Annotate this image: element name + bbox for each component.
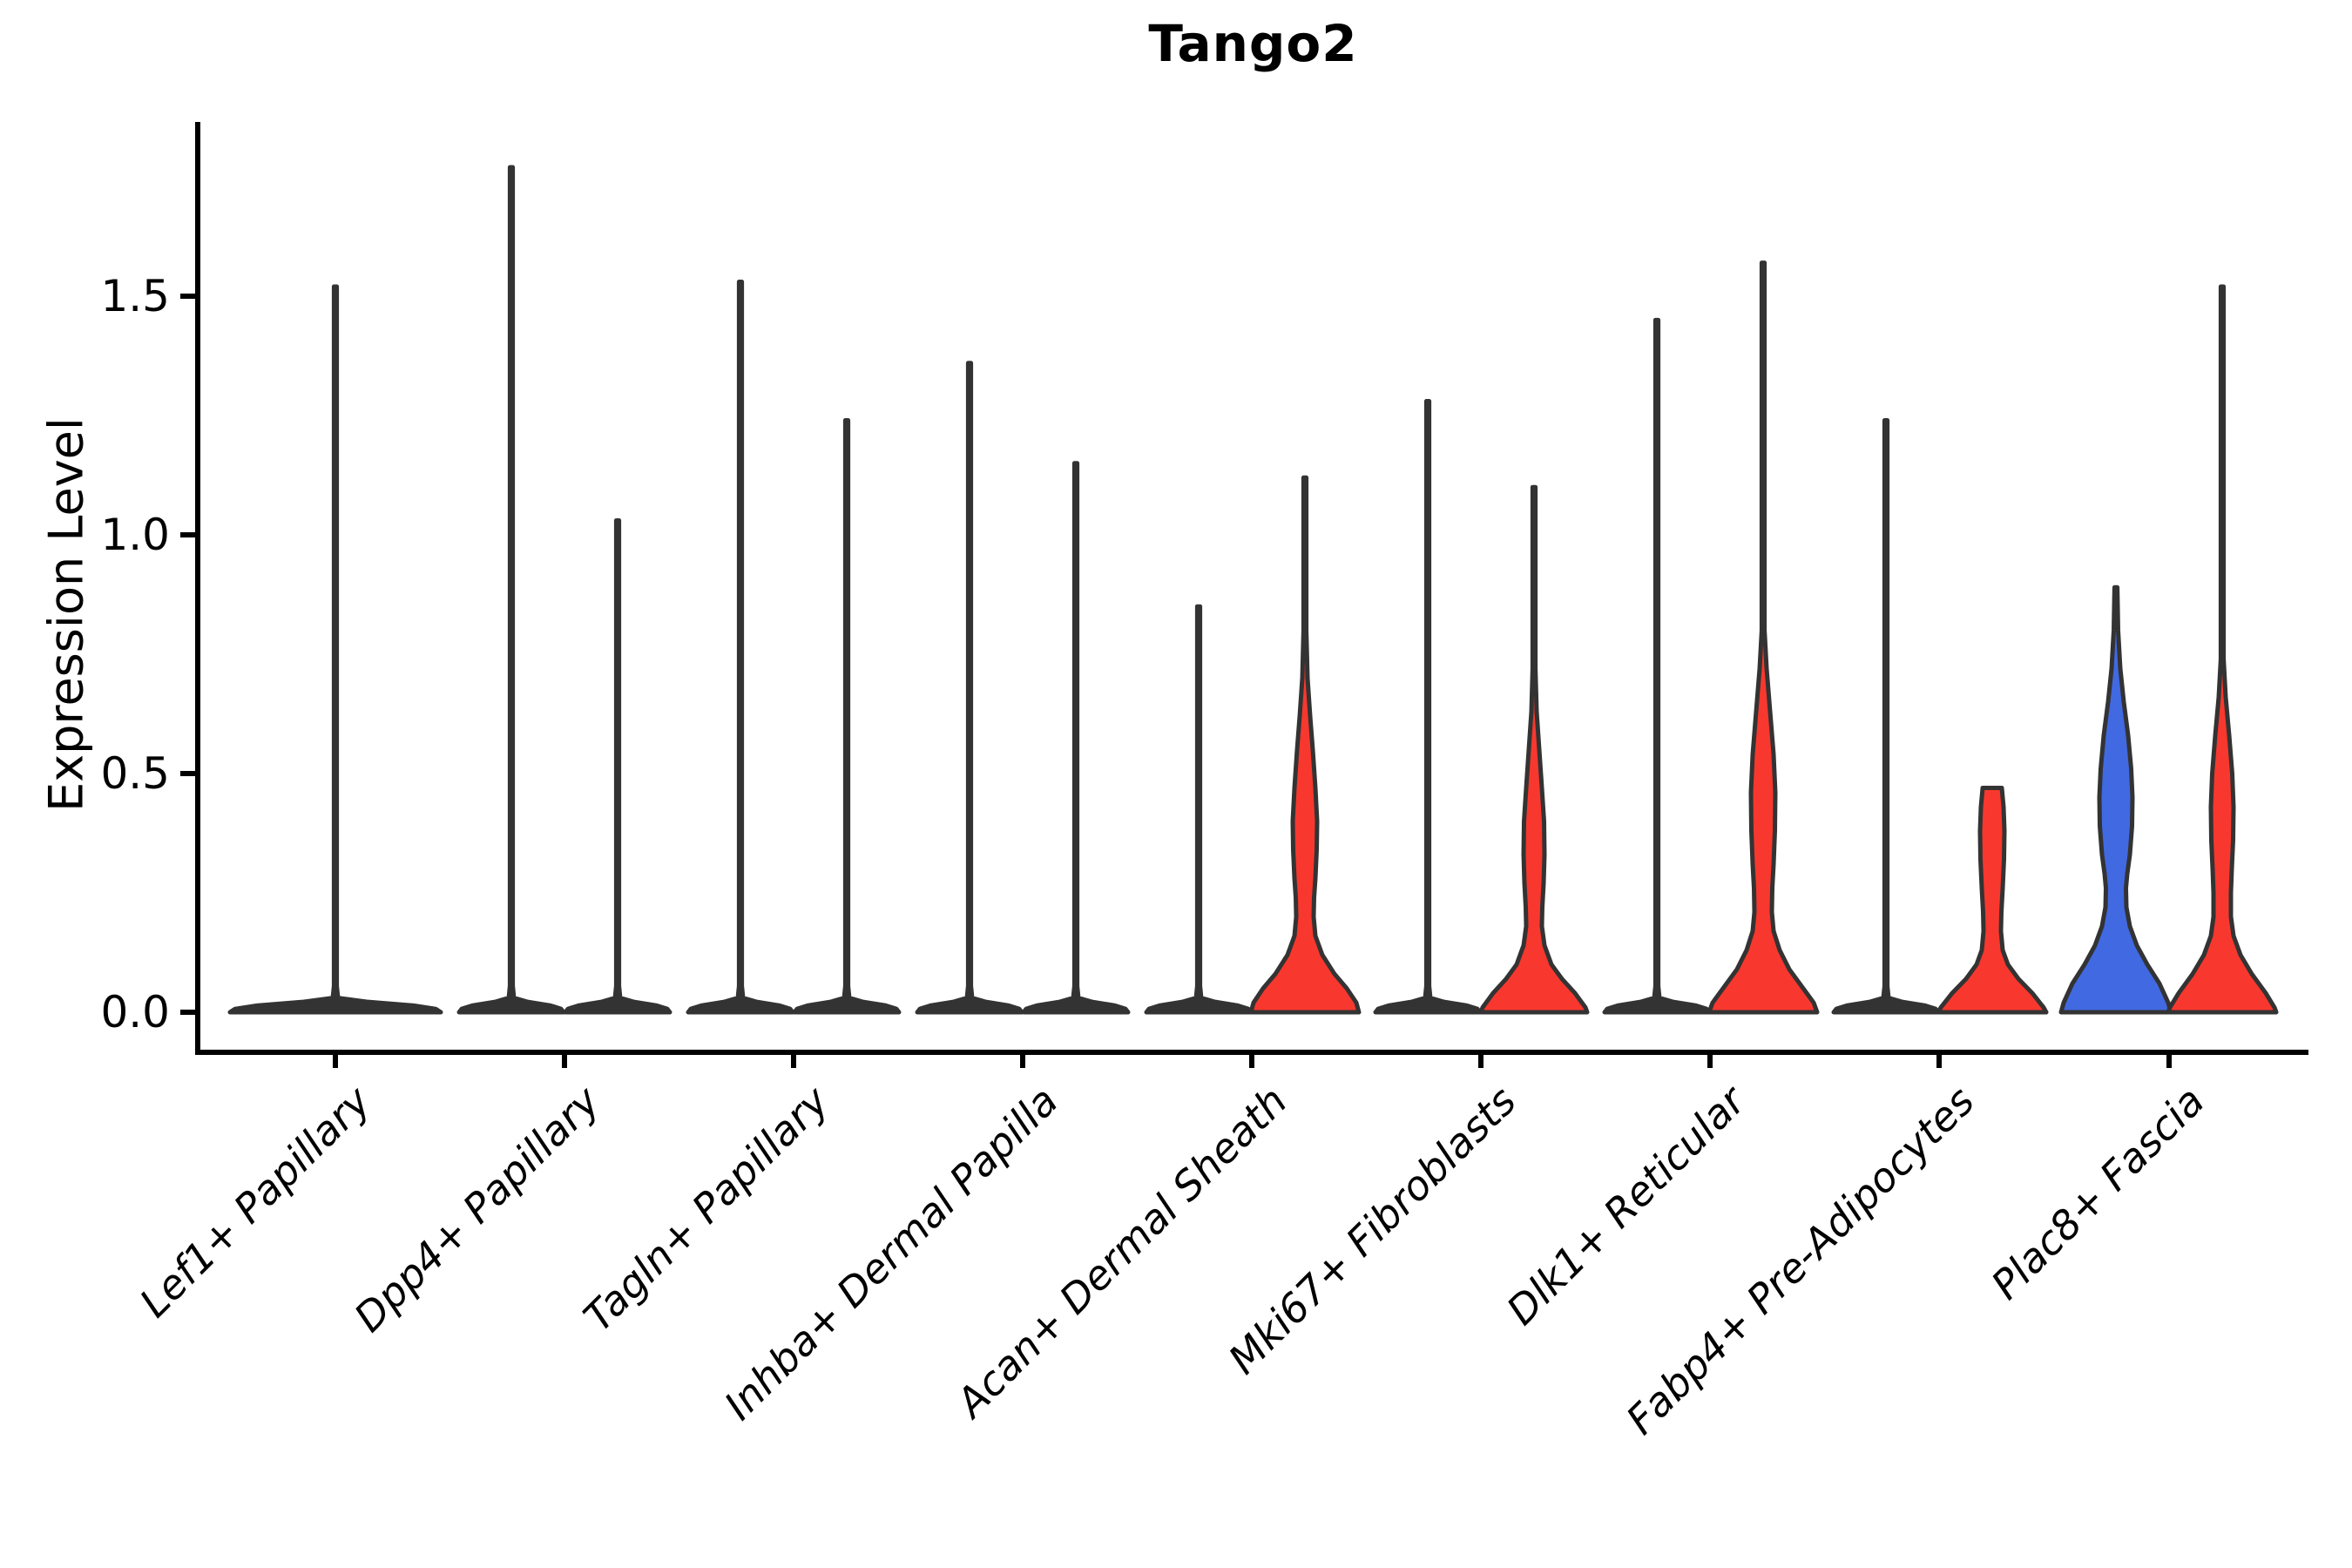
y-tick-label: 0.0 (100, 987, 170, 1037)
violin-fabp4-group1 (1831, 417, 1941, 1015)
violin-plac8-group1 (2058, 585, 2173, 1015)
chart-title: Tango2 (1148, 14, 1358, 73)
y-tick-label: 1.0 (100, 510, 170, 560)
violin-acan-group2 (1248, 475, 1362, 1015)
violin-dpp4-group2 (563, 518, 672, 1015)
violin-lef1-group1 (227, 284, 443, 1015)
violin-fabp4-group2 (1936, 785, 2049, 1015)
violin-inhba-group2 (1021, 461, 1131, 1015)
violin-mki67-group2 (1478, 484, 1590, 1015)
violin-tagln-group2 (792, 417, 902, 1015)
violin-acan-group1 (1144, 604, 1254, 1015)
y-tick-label: 0.5 (100, 748, 170, 799)
violin-plac8-group2 (2166, 284, 2279, 1015)
violin-inhba-group1 (915, 361, 1024, 1015)
violin-dlk1-group2 (1707, 260, 1820, 1015)
violin-mki67-group1 (1373, 399, 1483, 1015)
y-tick-label: 1.5 (100, 271, 170, 321)
violin-tagln-group1 (686, 280, 795, 1015)
violin-dlk1-group1 (1602, 317, 1712, 1015)
violin-dpp4-group1 (456, 165, 566, 1015)
